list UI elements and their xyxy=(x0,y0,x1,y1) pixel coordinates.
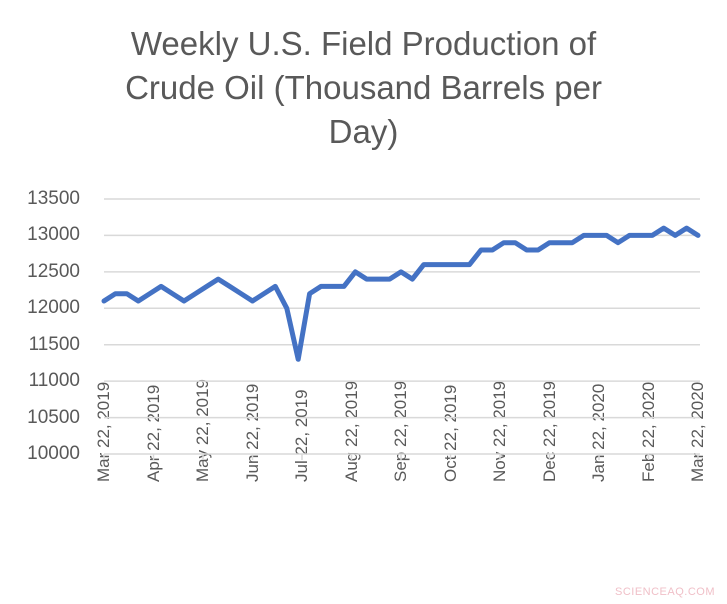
series-line xyxy=(101,225,701,362)
y-tick-label: 13500 xyxy=(27,188,80,209)
y-tick-label: 10500 xyxy=(27,406,80,428)
y-tick-label: 13000 xyxy=(27,224,80,246)
chart-title: Weekly U.S. Field Production of Crude Oi… xyxy=(40,22,687,154)
y-tick-label: 10000 xyxy=(27,443,80,464)
y-tick-label: 11500 xyxy=(28,333,80,355)
chart-title-line-1: Weekly U.S. Field Production of xyxy=(130,25,597,62)
y-tick-label: 12000 xyxy=(27,297,80,319)
y-tick-label: 12500 xyxy=(27,260,80,282)
watermark: SCIENCEAQ.COM xyxy=(614,586,715,598)
y-tick-label: 11000 xyxy=(28,370,80,392)
chart-title-line-3: Day) xyxy=(328,113,399,150)
chart-title-line-2: Crude Oil (Thousand Barrels per xyxy=(125,69,602,106)
